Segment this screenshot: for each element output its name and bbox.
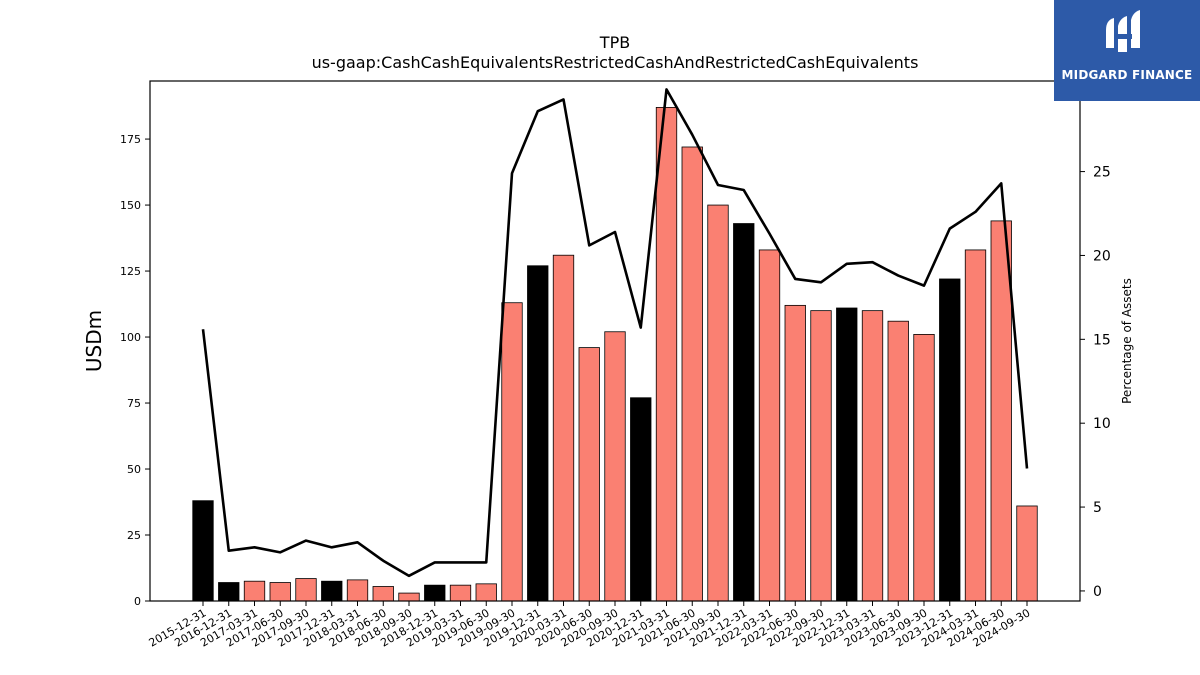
y2-tick-label: 10 [1093, 416, 1111, 432]
bar-2023-03-31 [861, 310, 884, 602]
bar-2018-12-31 [424, 584, 446, 602]
bar-2018-03-31 [346, 579, 369, 602]
percentage-line [201, 88, 1029, 578]
y2-tick-label: 5 [1093, 500, 1102, 516]
bar-2019-12-31 [527, 265, 549, 602]
bar-2019-03-31 [449, 584, 472, 602]
bar-2024-09-30 [1016, 505, 1038, 602]
bar-2020-06-30 [578, 347, 600, 602]
bar-2015-12-31 [192, 500, 214, 602]
bar-2019-06-30 [475, 583, 497, 602]
bar-2017-03-31 [243, 580, 266, 602]
y2-tick-label: 20 [1093, 248, 1111, 264]
y-tick-label: 125 [120, 265, 141, 278]
y2-axis-label: Percentage of Assets [1120, 278, 1134, 404]
bar-2023-12-31 [939, 278, 961, 602]
bar-group [192, 106, 1038, 602]
y2-tick-label: 15 [1093, 332, 1111, 348]
chart-subtitle: us-gaap:CashCashEquivalentsRestrictedCas… [312, 53, 919, 72]
bar-2020-09-30 [604, 331, 626, 602]
bar-2016-12-31 [218, 582, 240, 602]
y-tick-label: 0 [134, 595, 141, 608]
y-tick-label: 150 [120, 199, 141, 212]
bar-2022-09-30 [810, 310, 832, 602]
bar-2022-12-31 [836, 307, 858, 602]
y-tick-label: 25 [127, 529, 141, 542]
bar-2017-06-30 [269, 582, 291, 602]
bar-2018-06-30 [372, 586, 394, 602]
bar-2017-09-30 [295, 578, 317, 602]
y-tick-label: 175 [120, 133, 141, 146]
y-axis-label: USDm [82, 310, 106, 372]
bar-2021-12-31 [733, 223, 755, 602]
logo-text: MIDGARD FINANCE [1061, 68, 1193, 82]
bar-2020-12-31 [630, 397, 652, 602]
bar-2021-03-31 [655, 106, 678, 602]
y2-tick-label: 0 [1093, 584, 1102, 600]
line-group [201, 88, 1029, 578]
x-axis: 2015-12-312016-12-312017-03-312017-06-30… [147, 601, 1033, 650]
bar-2022-06-30 [784, 304, 806, 602]
bar-2022-03-31 [758, 249, 781, 602]
bar-2023-09-30 [913, 334, 935, 602]
logo: MIDGARD FINANCE [1054, 0, 1200, 101]
y2-axis: 051015202530 [1080, 81, 1111, 600]
bar-2020-03-31 [552, 254, 575, 602]
y-tick-label: 100 [120, 331, 141, 344]
y-tick-label: 75 [127, 397, 141, 410]
bar-2017-12-31 [321, 580, 343, 602]
bar-2019-09-30 [501, 302, 523, 602]
bar-2023-06-30 [887, 320, 909, 602]
bar-2024-06-30 [990, 220, 1012, 602]
midgard-logo-icon [1106, 10, 1140, 52]
chart-title: TPB [599, 33, 630, 52]
bar-2024-03-31 [964, 249, 987, 602]
y2-tick-label: 25 [1093, 165, 1111, 181]
bar-2018-09-30 [398, 592, 420, 602]
y-axis: 0 25 50 75 100 125 150 175 [120, 133, 150, 608]
bar-2021-09-30 [707, 204, 729, 602]
y-tick-label: 50 [127, 463, 141, 476]
bar-2021-06-30 [681, 146, 703, 602]
